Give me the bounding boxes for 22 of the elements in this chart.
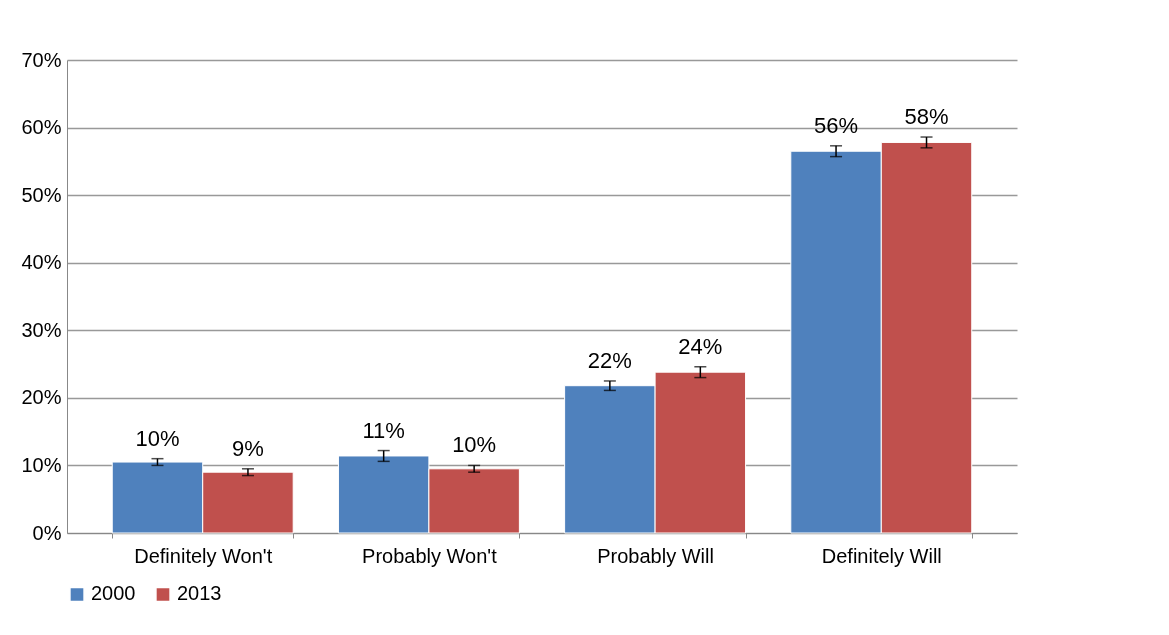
data-label: 22%	[587, 347, 632, 373]
data-label: 24%	[678, 333, 723, 359]
x-tick-label: Probably Won't	[362, 544, 498, 567]
y-tick-label: 30%	[21, 318, 62, 341]
x-tick-label: Definitely Won't	[134, 544, 273, 567]
data-label: 10%	[452, 432, 497, 458]
y-tick-label: 10%	[21, 453, 62, 476]
legend-label: 2013	[177, 582, 222, 605]
y-tick-label: 70%	[21, 48, 62, 71]
y-tick-label: 60%	[21, 116, 62, 139]
data-label: 9%	[232, 435, 264, 461]
y-tick-label: 40%	[21, 251, 62, 274]
data-label: 56%	[814, 112, 859, 138]
y-tick-label: 0%	[32, 521, 62, 544]
y-tick-label: 50%	[21, 183, 62, 206]
x-tick-label: Probably Will	[597, 544, 714, 567]
data-label: 10%	[135, 425, 180, 451]
y-tick-label: 20%	[21, 386, 62, 409]
data-label: 58%	[904, 104, 949, 130]
x-tick-label: Definitely Will	[821, 544, 942, 567]
legend-label: 2000	[91, 582, 136, 605]
data-label: 11%	[362, 417, 405, 443]
